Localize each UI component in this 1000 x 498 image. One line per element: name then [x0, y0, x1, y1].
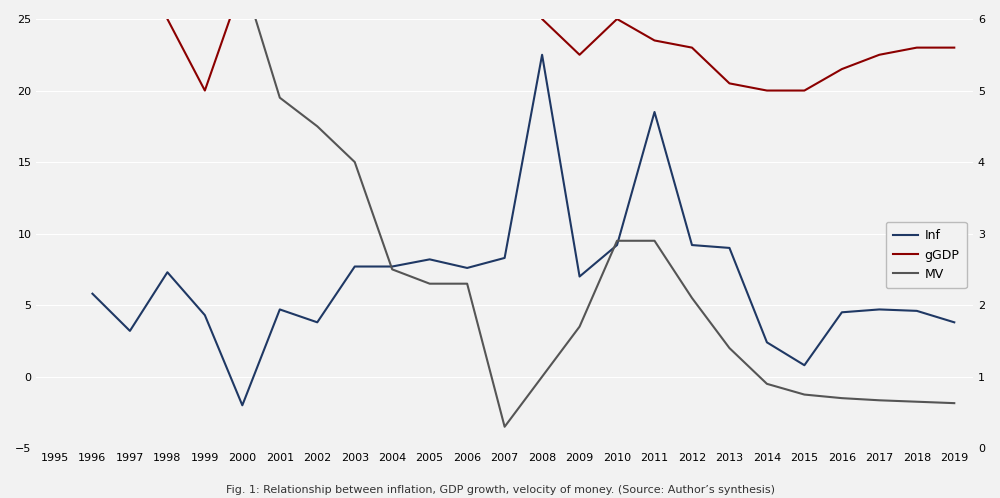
Legend: Inf, gGDP, MV: Inf, gGDP, MV: [886, 222, 967, 288]
Text: Fig. 1: Relationship between inflation, GDP growth, velocity of money. (Source: : Fig. 1: Relationship between inflation, …: [226, 485, 774, 495]
